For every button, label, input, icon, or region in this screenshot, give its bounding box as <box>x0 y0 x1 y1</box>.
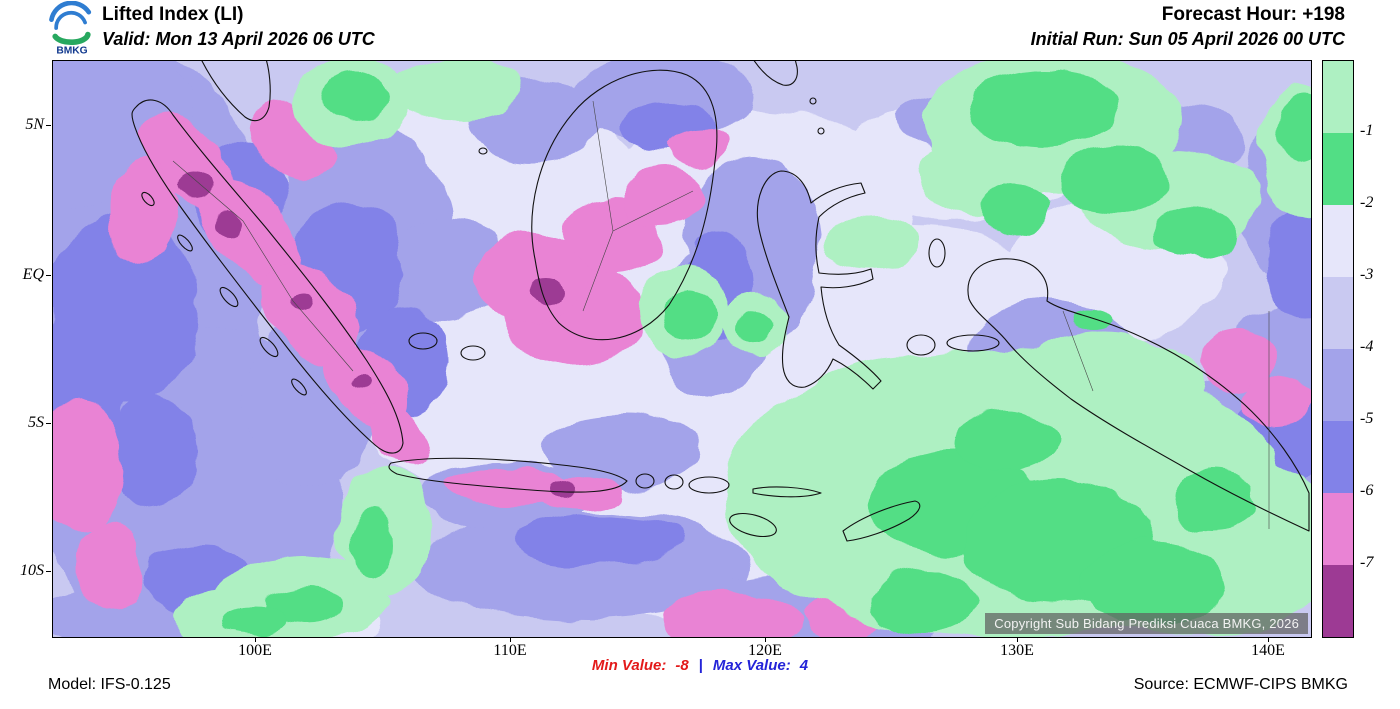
y-tick <box>46 275 51 276</box>
page-title: Lifted Index (LI) <box>102 4 244 25</box>
colorbar-segment <box>1323 349 1353 421</box>
colorbar-label: -4 <box>1360 338 1374 355</box>
colorbar-segment <box>1323 61 1353 133</box>
x-tick <box>1017 637 1018 642</box>
y-axis-label-5s: 5S <box>28 414 44 431</box>
x-axis-label-120e: 120E <box>748 642 782 659</box>
x-tick <box>510 637 511 642</box>
model-label: Model: IFS-0.125 <box>48 676 171 693</box>
x-tick <box>255 637 256 642</box>
copyright-watermark: Copyright Sub Bidang Prediksi Cuaca BMKG… <box>985 613 1308 634</box>
x-axis-label-110e: 110E <box>493 642 527 659</box>
colorbar-segment <box>1323 421 1353 493</box>
min-value-label: Min Value: <box>591 657 667 674</box>
min-max-separator: | <box>698 657 703 674</box>
x-tick <box>1268 637 1269 642</box>
x-axis-label-140e: 140E <box>1251 642 1285 659</box>
max-value: 4 <box>799 657 809 674</box>
li-contour-field <box>53 61 1311 637</box>
forecast-hour-label: Forecast Hour: +198 <box>1161 4 1345 25</box>
x-axis-label-130e: 130E <box>1000 642 1034 659</box>
colorbar-label: -6 <box>1360 482 1374 499</box>
y-tick <box>46 125 51 126</box>
contour-fill-blobs <box>53 61 1311 637</box>
y-axis-label-10s: 10S <box>20 562 44 579</box>
y-axis-label-eq: EQ <box>22 266 44 283</box>
source-label: Source: ECMWF-CIPS BMKG <box>1133 676 1348 693</box>
colorbar-label: -5 <box>1360 410 1374 427</box>
initial-run-label: Initial Run: Sun 05 April 2026 00 UTC <box>1030 29 1345 49</box>
x-axis-label-100e: 100E <box>238 642 272 659</box>
li-map-canvas: Copyright Sub Bidang Prediksi Cuaca BMKG… <box>52 60 1312 638</box>
bmkg-logo-text: BMKG <box>56 45 87 56</box>
colorbar-label: -7 <box>1360 554 1374 571</box>
colorbar-label: -3 <box>1360 266 1374 283</box>
colorbar <box>1322 60 1354 638</box>
colorbar-segment <box>1323 133 1353 205</box>
bmkg-logo-icon: BMKG <box>49 1 92 56</box>
min-value: -8 <box>675 657 689 674</box>
y-tick <box>46 423 51 424</box>
y-axis-label-5n: 5N <box>25 116 44 133</box>
coastlines <box>131 61 1310 542</box>
y-tick <box>46 571 51 572</box>
colorbar-segment <box>1323 565 1353 637</box>
valid-time-label: Valid: Mon 13 April 2026 06 UTC <box>102 29 375 49</box>
admin-boundaries <box>172 100 1270 529</box>
x-tick <box>765 637 766 642</box>
colorbar-label: -1 <box>1360 122 1374 139</box>
colorbar-segment <box>1323 493 1353 565</box>
min-max-line: Min Value: -8 | Max Value: 4 <box>0 657 1400 674</box>
colorbar-segment <box>1323 277 1353 349</box>
colorbar-segment <box>1323 205 1353 277</box>
colorbar-label: -2 <box>1360 194 1374 211</box>
max-value-label: Max Value: <box>712 657 791 674</box>
